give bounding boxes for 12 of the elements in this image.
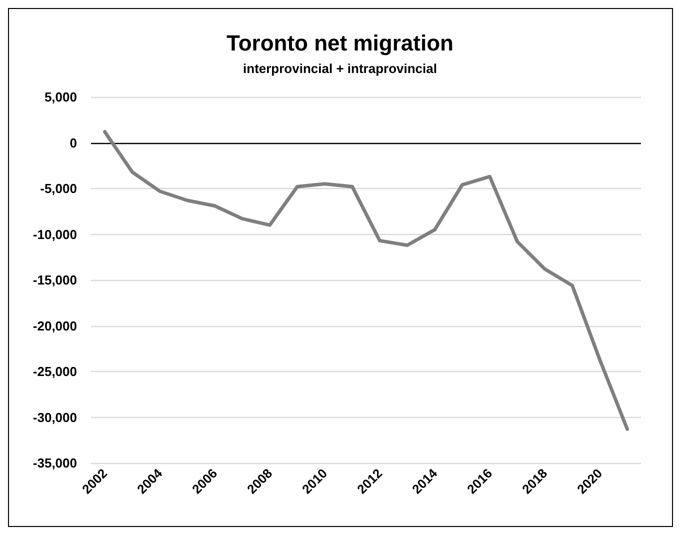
y-tick-label: -35,000 — [32, 456, 77, 470]
y-tick-label: -10,000 — [32, 226, 77, 242]
chart-subtitle: interprovincial + intraprovincial — [243, 61, 437, 76]
y-tick-label: -30,000 — [32, 410, 77, 425]
chart-title: Toronto net migration — [226, 30, 454, 56]
line-series — [103, 130, 629, 431]
y-tick-label: 0 — [70, 135, 77, 150]
y-tick-label: -25,000 — [32, 364, 77, 379]
y-tick-label: -15,000 — [32, 272, 77, 288]
y-tick-label: 5,000 — [44, 90, 77, 104]
y-tick-label: -5,000 — [40, 181, 77, 196]
y-tick-label: -20,000 — [32, 318, 77, 334]
